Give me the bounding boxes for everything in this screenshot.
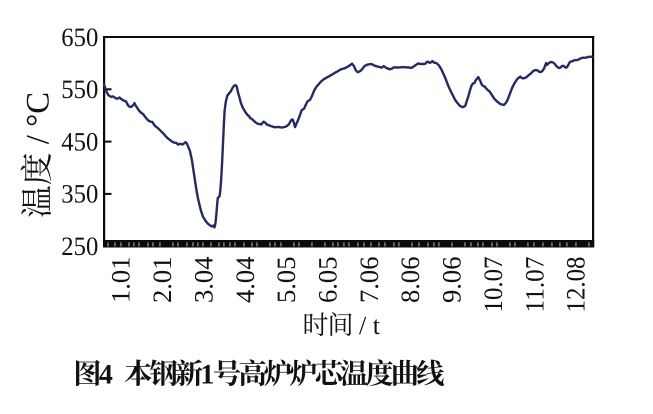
svg-text:6.05: 6.05: [313, 257, 343, 304]
svg-text:250: 250: [61, 231, 98, 261]
svg-text:9.06: 9.06: [437, 257, 467, 304]
svg-text:10.07: 10.07: [478, 257, 508, 313]
svg-text:4: 4: [99, 360, 113, 391]
svg-text:/ °C: / °C: [21, 92, 57, 153]
svg-text:3.04: 3.04: [188, 257, 218, 304]
svg-text:450: 450: [61, 126, 98, 156]
svg-text:11.07: 11.07: [519, 257, 549, 313]
svg-text:7.06: 7.06: [354, 257, 384, 304]
svg-text:1.01: 1.01: [106, 257, 136, 304]
svg-text:2.01: 2.01: [147, 257, 177, 304]
svg-text:4.04: 4.04: [230, 257, 260, 304]
svg-text:12.08: 12.08: [561, 257, 591, 313]
svg-text:550: 550: [61, 74, 98, 104]
svg-text:5.05: 5.05: [271, 257, 301, 304]
svg-text:8.06: 8.06: [395, 257, 425, 304]
svg-text:650: 650: [61, 22, 98, 52]
svg-text:350: 350: [61, 179, 98, 209]
svg-text:1: 1: [200, 360, 214, 391]
svg-text:/ t: / t: [353, 311, 381, 340]
